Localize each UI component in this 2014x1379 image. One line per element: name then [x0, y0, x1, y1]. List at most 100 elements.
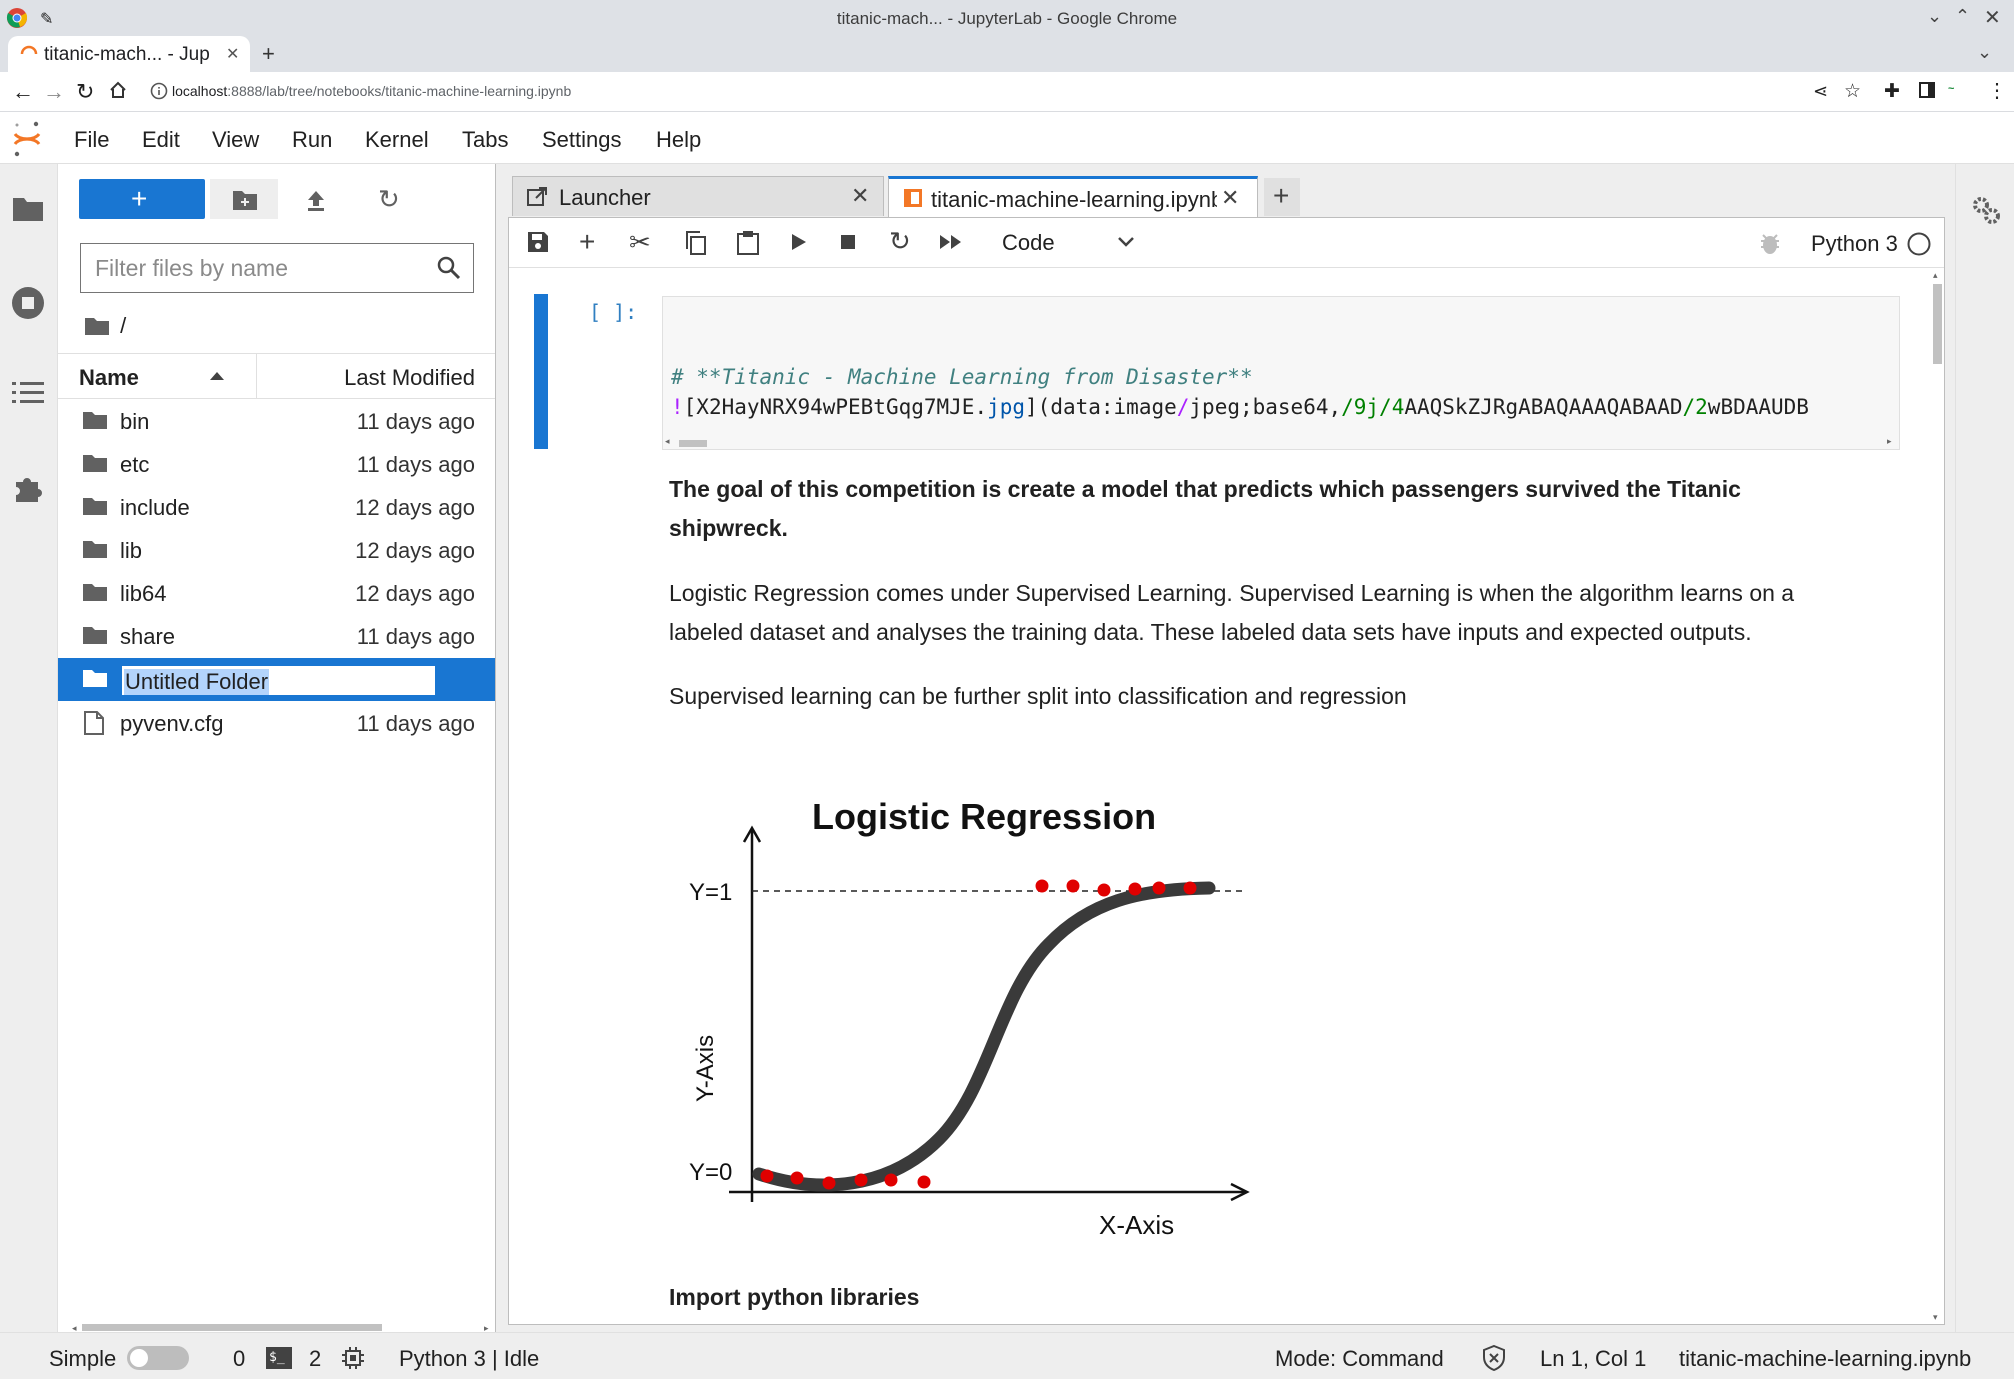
- menu-tabs[interactable]: Tabs: [462, 127, 509, 152]
- file-row[interactable]: bin 11 days ago: [58, 400, 495, 443]
- scroll-right-icon[interactable]: ▸: [1887, 436, 1892, 446]
- menu-settings[interactable]: Settings: [542, 127, 622, 152]
- scroll-up-icon[interactable]: ▴: [1933, 270, 1938, 280]
- cell-input-editor[interactable]: # **Titanic - Machine Learning from Disa…: [662, 296, 1900, 450]
- close-tab-icon[interactable]: ✕: [851, 183, 870, 208]
- side-panel-icon[interactable]: [1919, 82, 1935, 98]
- column-divider[interactable]: [256, 354, 257, 398]
- cell-type-select[interactable]: Code: [997, 224, 1147, 262]
- notebook-vscrollbar[interactable]: ▴ ▾: [1929, 270, 1945, 1326]
- back-icon[interactable]: ←: [12, 79, 34, 104]
- terminal-count[interactable]: 0: [233, 1346, 246, 1371]
- file-name: include: [120, 495, 190, 520]
- menu-edit[interactable]: Edit: [142, 127, 180, 152]
- extensions-icon[interactable]: ✚: [1884, 81, 1900, 102]
- new-folder-button[interactable]: [210, 179, 278, 219]
- tab-search-icon[interactable]: ⌄: [1977, 42, 1993, 62]
- table-of-contents-icon[interactable]: [12, 380, 44, 406]
- folder-icon[interactable]: [12, 194, 44, 222]
- reload-icon[interactable]: ↻: [76, 79, 95, 104]
- scrollbar-thumb[interactable]: [82, 1324, 382, 1331]
- bookmark-star-icon[interactable]: ☆: [1844, 81, 1862, 102]
- paste-icon[interactable]: [737, 231, 759, 255]
- menu-help[interactable]: Help: [656, 127, 702, 152]
- home-icon[interactable]: [108, 80, 128, 100]
- breadcrumb-root[interactable]: /: [120, 313, 127, 339]
- close-tab-icon[interactable]: ✕: [226, 46, 240, 63]
- close-window-icon[interactable]: ✕: [1984, 7, 2001, 29]
- browser-tab[interactable]: titanic-mach... - Jup ✕: [8, 36, 250, 72]
- property-inspector-icon[interactable]: [1970, 194, 2002, 226]
- extension-manager-icon[interactable]: [12, 472, 44, 504]
- menu-view[interactable]: View: [212, 127, 260, 152]
- cursor-position[interactable]: Ln 1, Col 1: [1540, 1346, 1647, 1371]
- menu-file[interactable]: File: [74, 127, 110, 152]
- column-last-modified[interactable]: Last Modified: [344, 365, 475, 390]
- add-tab-button[interactable]: +: [1264, 178, 1300, 216]
- scrollbar-thumb[interactable]: [679, 440, 707, 447]
- upload-icon[interactable]: [306, 190, 326, 212]
- file-row-renaming[interactable]: Untitled Folder: [58, 658, 495, 701]
- main-dock-area: Launcher ✕ titanic-machine-learning.ipyn…: [496, 164, 2014, 1332]
- cut-icon[interactable]: ✂: [629, 227, 651, 257]
- info-icon[interactable]: [150, 82, 168, 100]
- file-row[interactable]: pyvenv.cfg 11 days ago: [58, 702, 495, 745]
- rename-text: Untitled Folder: [124, 669, 270, 695]
- filter-files-input[interactable]: [95, 254, 415, 282]
- search-icon[interactable]: [437, 256, 461, 280]
- simple-mode-toggle[interactable]: [127, 1346, 189, 1370]
- forward-icon[interactable]: →: [43, 79, 65, 104]
- scroll-down-icon[interactable]: ▾: [1933, 1312, 1938, 1322]
- file-row[interactable]: lib 12 days ago: [58, 529, 495, 572]
- menu-kernel[interactable]: Kernel: [365, 127, 429, 152]
- scroll-left-icon[interactable]: ◂: [72, 1323, 77, 1333]
- refresh-icon[interactable]: ↻: [378, 184, 400, 214]
- file-row[interactable]: lib64 12 days ago: [58, 572, 495, 615]
- run-icon[interactable]: [791, 233, 807, 251]
- running-sessions-icon[interactable]: [11, 286, 45, 320]
- copy-icon[interactable]: [685, 231, 707, 255]
- right-sidebar: [1955, 164, 2014, 1332]
- restart-run-all-icon[interactable]: [939, 234, 963, 250]
- folder-icon: [82, 453, 108, 473]
- save-icon[interactable]: [527, 231, 549, 253]
- extension-badge-icon[interactable]: ~: [1948, 83, 1955, 95]
- kernel-chip-icon[interactable]: [341, 1346, 365, 1370]
- column-name[interactable]: Name: [79, 365, 139, 390]
- sort-ascending-icon[interactable]: [209, 371, 225, 381]
- trusted-shield-icon[interactable]: [1482, 1345, 1506, 1371]
- maximize-icon[interactable]: ⌃: [1955, 6, 1971, 26]
- notebook-mode[interactable]: Mode: Command: [1275, 1346, 1444, 1371]
- new-launcher-button[interactable]: +: [79, 179, 205, 219]
- scrollbar-thumb[interactable]: [1933, 284, 1942, 364]
- new-tab-icon[interactable]: +: [262, 41, 275, 66]
- close-tab-icon[interactable]: ✕: [1221, 185, 1240, 210]
- breadcrumb-folder-icon[interactable]: [84, 316, 110, 336]
- minimize-icon[interactable]: ⌄: [1927, 6, 1943, 26]
- kernel-count[interactable]: 2: [309, 1346, 322, 1371]
- kernel-name[interactable]: Python 3: [1811, 231, 1898, 256]
- share-icon[interactable]: ⋖: [1813, 81, 1829, 101]
- terminal-icon[interactable]: $_: [266, 1347, 292, 1369]
- kernel-status[interactable]: Python 3 | Idle: [399, 1346, 540, 1371]
- scroll-left-icon[interactable]: ◂: [665, 436, 670, 446]
- debugger-icon[interactable]: [1759, 231, 1781, 255]
- stop-icon[interactable]: [841, 235, 855, 249]
- url-field[interactable]: localhost:8888/lab/tree/notebooks/titani…: [172, 83, 571, 99]
- file-row[interactable]: share 11 days ago: [58, 615, 495, 658]
- menu-run[interactable]: Run: [292, 127, 333, 152]
- rename-input[interactable]: Untitled Folder: [121, 665, 436, 696]
- tab-notebook[interactable]: titanic-machine-learning.ipynb ✕: [888, 176, 1258, 218]
- loading-icon: [20, 45, 38, 63]
- tab-launcher[interactable]: Launcher ✕: [512, 176, 884, 216]
- file-browser-hscrollbar[interactable]: ◂ ▸: [72, 1323, 494, 1333]
- insert-cell-icon[interactable]: +: [579, 226, 596, 257]
- code-hscrollbar[interactable]: ◂ ▸: [665, 436, 1897, 448]
- scroll-right-icon[interactable]: ▸: [484, 1323, 489, 1333]
- restart-icon[interactable]: ↻: [889, 226, 911, 256]
- active-cell-indicator[interactable]: [534, 294, 548, 449]
- menu-kebab-icon[interactable]: ⋮: [1987, 80, 2007, 102]
- file-row[interactable]: etc 11 days ago: [58, 443, 495, 486]
- file-row[interactable]: include 12 days ago: [58, 486, 495, 529]
- pin-icon[interactable]: ✎: [40, 11, 54, 28]
